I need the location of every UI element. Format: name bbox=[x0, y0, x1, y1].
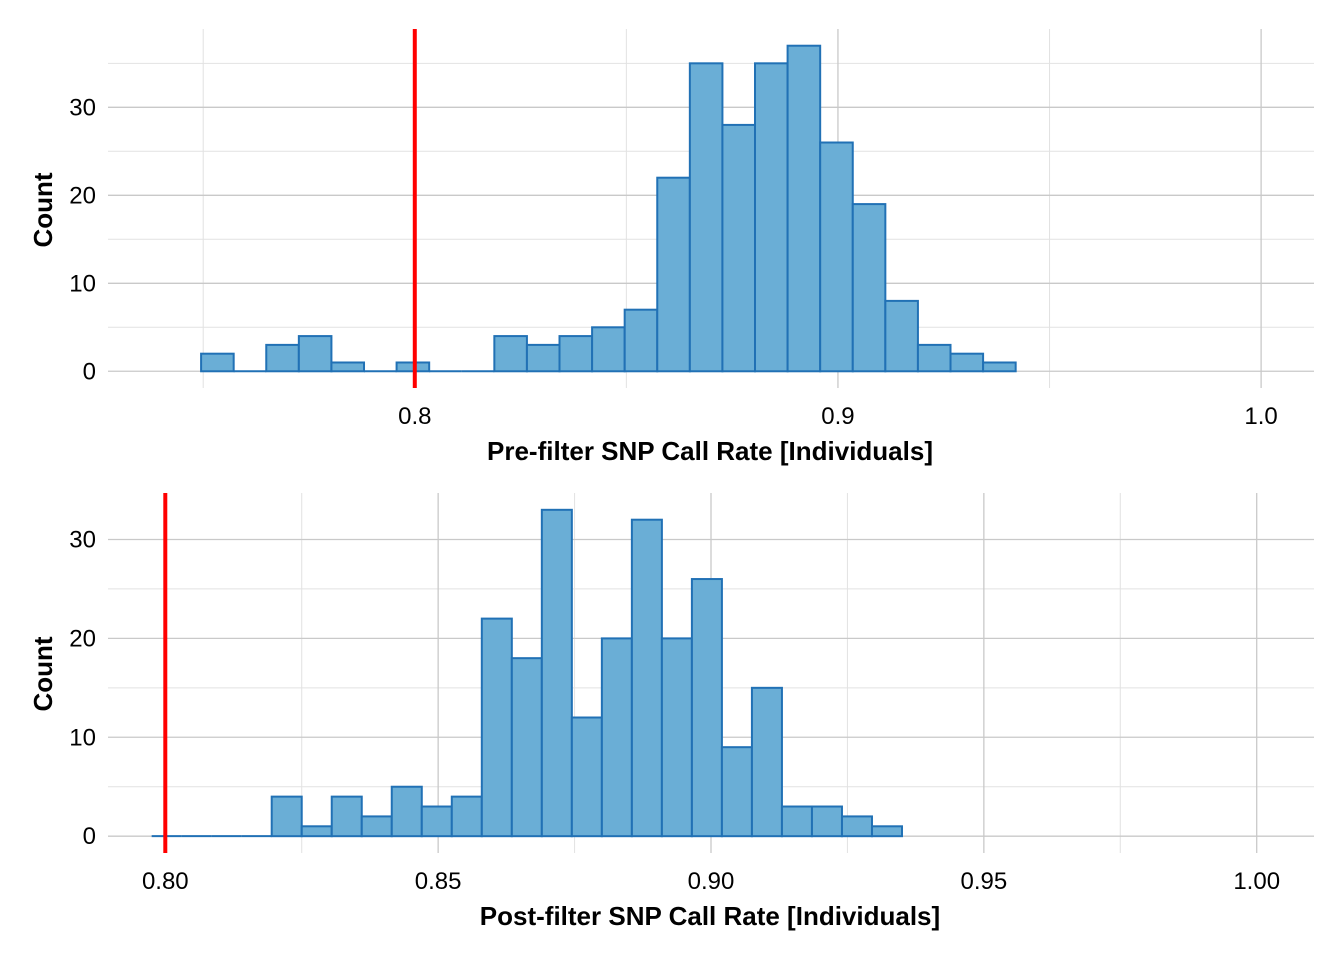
pre-filter-y-axis-title: Count bbox=[28, 172, 58, 247]
post-filter-x-tick-label: 0.85 bbox=[415, 868, 462, 895]
post-filter-histogram-bar bbox=[510, 657, 543, 838]
post-filter-histogram-bar bbox=[630, 518, 663, 838]
pre-filter-histogram-bar bbox=[754, 62, 789, 373]
post-filter-y-tick-label: 10 bbox=[69, 724, 96, 751]
pre-filter-histogram-bar bbox=[656, 176, 691, 373]
post-filter-histogram-bar bbox=[450, 795, 483, 838]
post-filter-y-tick-label: 20 bbox=[69, 625, 96, 652]
pre-filter-y-tick-label: 20 bbox=[69, 182, 96, 209]
post-filter-y-tick-label: 0 bbox=[83, 823, 96, 850]
pre-filter-histogram-bar bbox=[200, 352, 235, 373]
pre-filter-histogram-bar bbox=[949, 352, 985, 373]
pre-filter-histogram-panel: 0.8 0.9 1.0 0 10 20 30 Count Pre-filter SNP Ca… bbox=[28, 29, 1314, 466]
pre-filter-histogram-bar bbox=[525, 343, 561, 373]
pre-filter-histogram-bar bbox=[330, 361, 366, 373]
pre-filter-x-axis-title: Pre-filter SNP Call Rate [Individuals] bbox=[487, 436, 933, 466]
pre-filter-histogram-bar bbox=[721, 123, 757, 373]
pre-filter-histogram-bar bbox=[884, 299, 919, 373]
pre-filter-plot-area: 0.8 0.9 1.0 0 10 20 30 bbox=[69, 29, 1314, 430]
post-filter-histogram-bar bbox=[360, 815, 393, 838]
post-filter-histogram-bar bbox=[330, 795, 363, 838]
pre-filter-x-tick-label: 0.9 bbox=[821, 403, 854, 430]
pre-filter-histogram-bar bbox=[265, 343, 300, 373]
post-filter-histogram-bar bbox=[810, 805, 843, 838]
post-filter-histogram-bar bbox=[300, 825, 333, 838]
post-filter-histogram-bar bbox=[780, 805, 813, 838]
post-filter-x-tick-label: 0.95 bbox=[960, 868, 1007, 895]
pre-filter-y-tick-label: 0 bbox=[83, 358, 96, 385]
post-filter-histogram-bar bbox=[870, 825, 903, 838]
post-filter-y-axis-title: Count bbox=[28, 636, 58, 711]
post-filter-histogram-bar bbox=[720, 746, 753, 838]
pre-filter-histogram-bar bbox=[916, 343, 952, 373]
pre-filter-histogram-bar bbox=[688, 62, 724, 373]
post-filter-histogram-panel: 0.80 0.85 0.90 0.95 1.00 0 10 20 30 Count Post-f… bbox=[28, 493, 1314, 931]
pre-filter-histogram-bar bbox=[493, 335, 528, 373]
pre-filter-histogram-bar bbox=[297, 335, 333, 373]
pre-filter-histogram-bar bbox=[819, 141, 854, 373]
pre-filter-histogram-bar bbox=[982, 361, 1017, 373]
post-filter-histogram-bar bbox=[270, 795, 303, 838]
pre-filter-histogram-bar bbox=[623, 308, 659, 373]
pre-filter-histogram-bar bbox=[851, 203, 887, 373]
pre-filter-y-tick-label: 30 bbox=[69, 94, 96, 121]
pre-filter-histogram-bar bbox=[591, 326, 626, 373]
post-filter-x-tick-label: 0.80 bbox=[142, 868, 189, 895]
post-filter-x-axis-title: Post-filter SNP Call Rate [Individuals] bbox=[480, 901, 940, 931]
post-filter-histogram-bar bbox=[420, 805, 453, 838]
post-filter-histogram-bar bbox=[570, 716, 603, 838]
post-filter-x-tick-label: 0.90 bbox=[688, 868, 735, 895]
post-filter-histogram-bar bbox=[480, 617, 513, 838]
post-filter-histogram-bar bbox=[540, 508, 573, 838]
post-filter-histogram-bar bbox=[690, 578, 723, 838]
post-filter-histogram-bar bbox=[750, 686, 783, 838]
pre-filter-y-tick-label: 10 bbox=[69, 270, 96, 297]
post-filter-plot-area: 0.80 0.85 0.90 0.95 1.00 0 10 20 30 bbox=[69, 493, 1314, 895]
pre-filter-x-tick-label: 0.8 bbox=[398, 403, 431, 430]
post-filter-y-tick-label: 30 bbox=[69, 526, 96, 553]
post-filter-histogram-bar bbox=[390, 785, 423, 838]
post-filter-histogram-bar bbox=[660, 637, 693, 838]
pre-filter-histogram-bar bbox=[786, 44, 822, 373]
pre-filter-histogram-bar bbox=[558, 335, 594, 373]
pre-filter-x-tick-label: 1.0 bbox=[1244, 403, 1277, 430]
post-filter-histogram-bar bbox=[840, 815, 873, 838]
post-filter-histogram-bar bbox=[600, 637, 633, 838]
post-filter-x-tick-label: 1.00 bbox=[1233, 868, 1280, 895]
